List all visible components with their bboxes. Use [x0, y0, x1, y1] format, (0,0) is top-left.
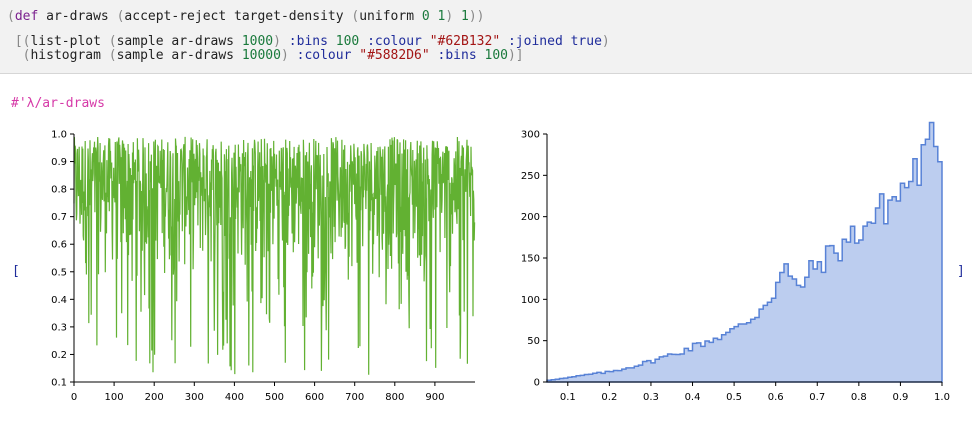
x-tick-label: 400	[225, 392, 244, 403]
y-tick-label: 50	[527, 336, 540, 347]
y-tick-label: 1.0	[51, 130, 67, 141]
y-tick-label: 0.8	[51, 185, 67, 196]
x-tick-label: 0.5	[726, 392, 742, 403]
x-tick-label: 0.3	[643, 392, 659, 403]
y-tick-label: 100	[521, 295, 540, 306]
y-tick-label: 0.4	[51, 295, 67, 306]
x-tick-label: 300	[185, 392, 204, 403]
output-label: #'λ/ar-draws	[11, 96, 105, 111]
y-tick-label: 0.1	[51, 378, 67, 389]
y-tick-label: 0	[534, 378, 540, 389]
y-tick-label: 0.5	[51, 267, 67, 278]
x-tick-label: 800	[385, 392, 404, 403]
x-tick-label: 0.4	[685, 392, 701, 403]
x-tick-label: 600	[305, 392, 324, 403]
y-tick-label: 300	[521, 130, 540, 141]
x-tick-label: 700	[345, 392, 364, 403]
output-close-bracket: ]	[957, 264, 965, 279]
code-line-2: [(list-plot (sample ar-draws 1000) :bins…	[7, 34, 610, 49]
x-tick-label: 0.6	[768, 392, 784, 403]
histogram-chart: 0 50 100 150 200 250 300 0.1 0.2 0.3 0.4 0.5 0.6 0.7 0…	[521, 121, 950, 403]
code-line-1: (def ar-draws (accept-reject target-dens…	[7, 9, 485, 24]
line-plot-chart: 0.1 0.2 0.3 0.4 0.5 0.6 0.7 0.8 0.9 1.0 0 100 200 300…	[51, 130, 476, 403]
x-tick-label: 900	[425, 392, 444, 403]
x-tick-label: 0.1	[560, 392, 576, 403]
y-tick-label: 150	[521, 254, 540, 265]
histogram-area	[546, 121, 943, 383]
code-cell[interactable]: (def ar-draws (accept-reject target-dens…	[0, 0, 972, 74]
y-tick-label: 0.9	[51, 157, 67, 168]
code-line-3: (histogram (sample ar-draws 10000) :colo…	[22, 48, 524, 63]
x-tick-label: 0	[71, 392, 77, 403]
x-tick-label: 0.8	[851, 392, 867, 403]
y-tick-label: 200	[521, 212, 540, 223]
x-tick-label: 0.9	[892, 392, 908, 403]
x-tick-label: 0.7	[809, 392, 825, 403]
x-tick-label: 500	[265, 392, 284, 403]
x-tick-label: 1.0	[934, 392, 950, 403]
output-open-bracket: [	[12, 264, 20, 279]
y-tick-label: 0.7	[51, 212, 67, 223]
y-tick-label: 0.6	[51, 240, 67, 251]
x-tick-label: 0.2	[601, 392, 617, 403]
x-tick-label: 200	[145, 392, 164, 403]
y-tick-label: 0.3	[51, 322, 67, 333]
line-series	[73, 136, 476, 375]
x-tick-label: 100	[105, 392, 124, 403]
y-tick-label: 0.2	[51, 350, 67, 361]
y-tick-label: 250	[521, 171, 540, 182]
